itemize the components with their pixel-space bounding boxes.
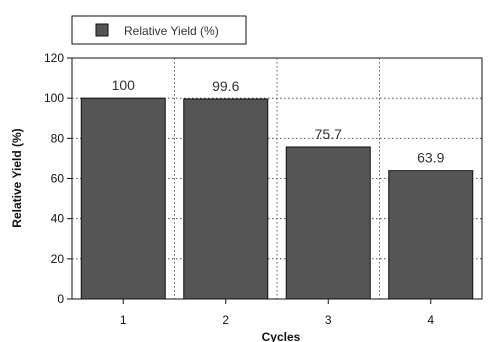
y-tick-label: 20 xyxy=(51,252,65,266)
y-tick-label: 80 xyxy=(51,131,65,145)
y-tick-label: 100 xyxy=(44,91,64,105)
bars xyxy=(80,97,474,300)
data-label: 75.7 xyxy=(315,126,342,142)
data-labels: 100 99.6 75.7 63.9 xyxy=(112,77,445,166)
bar xyxy=(388,170,474,300)
data-label: 63.9 xyxy=(417,150,444,166)
x-tick-label: 2 xyxy=(222,313,229,327)
legend-swatch xyxy=(95,23,109,37)
y-axis-title: Relative Yield (%) xyxy=(10,128,24,227)
y-tick-label: 60 xyxy=(51,172,65,186)
data-label: 100 xyxy=(112,77,136,93)
y-tick-label: 40 xyxy=(51,212,65,226)
x-tick-label: 3 xyxy=(325,313,332,327)
bar xyxy=(183,98,269,300)
y-axis: 0 20 40 60 80 100 120 xyxy=(44,51,72,306)
bar xyxy=(285,146,371,300)
x-tick-label: 1 xyxy=(120,313,127,327)
x-axis: 1 2 3 4 xyxy=(120,299,434,327)
legend-label: Relative Yield (%) xyxy=(124,24,219,38)
y-tick-label: 120 xyxy=(44,51,64,65)
data-label: 99.6 xyxy=(212,78,239,94)
bar xyxy=(80,97,166,300)
x-axis-title: Cycles xyxy=(262,330,301,342)
legend: Relative Yield (%) xyxy=(71,15,247,45)
y-tick-label: 0 xyxy=(57,292,64,306)
x-tick-label: 4 xyxy=(427,313,434,327)
